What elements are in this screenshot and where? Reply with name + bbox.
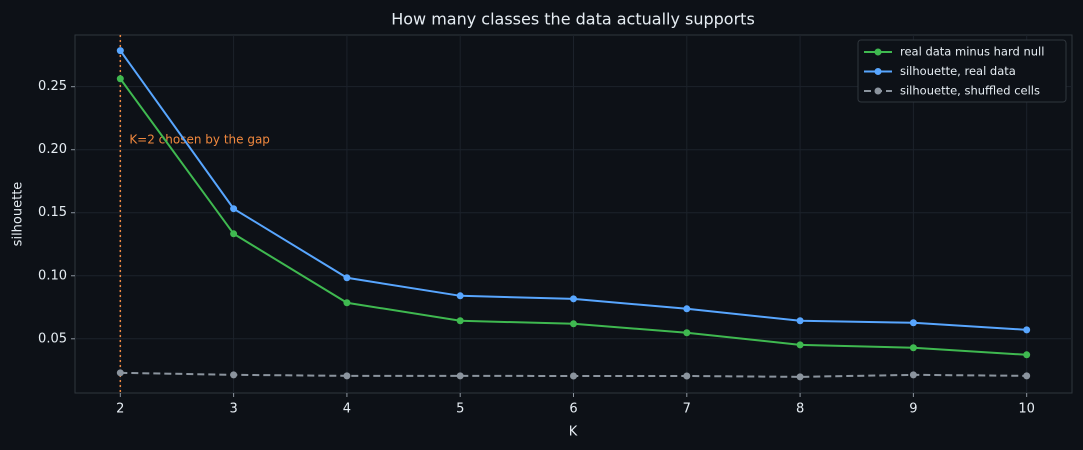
point [456, 292, 464, 300]
y-tick-label: 0.15 [38, 205, 67, 220]
point [230, 205, 238, 213]
legend-label: silhouette, real data [900, 64, 1016, 78]
point [116, 47, 124, 55]
point [230, 230, 238, 238]
legend-marker [874, 68, 882, 75]
point [570, 295, 577, 303]
point [796, 317, 804, 325]
point [116, 75, 124, 83]
legend-marker [874, 87, 882, 95]
x-tick-label: 2 [116, 402, 124, 417]
point [343, 299, 351, 307]
point [909, 319, 917, 327]
x-tick-label: 7 [683, 402, 691, 417]
y-tick-label: 0.25 [38, 79, 67, 94]
chart-title: How many classes the data actually suppo… [391, 10, 755, 29]
x-tick-label: 4 [343, 402, 351, 417]
y-tick-label: 0.05 [38, 331, 67, 346]
point [909, 344, 917, 352]
legend-label: silhouette, shuffled cells [900, 84, 1040, 98]
point [1023, 351, 1031, 359]
x-tick-label: 8 [796, 402, 804, 417]
point [683, 305, 691, 313]
point [230, 371, 238, 379]
y-axis-label: silhouette [11, 182, 26, 247]
annotation-text: K=2 chosen by the gap [129, 133, 270, 147]
point [683, 329, 691, 337]
legend-marker [874, 48, 882, 56]
y-tick-label: 0.10 [38, 268, 67, 283]
legend-label: real data minus hard null [900, 45, 1044, 59]
point [116, 369, 124, 377]
x-tick-label: 6 [569, 402, 577, 417]
y-tick-label: 0.20 [38, 142, 67, 157]
point [1023, 372, 1031, 380]
point [909, 371, 917, 379]
legend-box [857, 39, 1067, 103]
point [683, 372, 691, 380]
point [456, 372, 464, 380]
point [343, 274, 351, 282]
point [796, 373, 804, 381]
point [570, 320, 577, 328]
x-axis-label: K [569, 425, 578, 440]
x-tick-label: 3 [229, 402, 237, 417]
point [343, 372, 351, 380]
x-tick-label: 5 [456, 402, 464, 417]
point [456, 317, 464, 325]
point [570, 372, 577, 380]
x-tick-label: 9 [909, 402, 917, 417]
point [796, 341, 804, 349]
point [1023, 326, 1031, 334]
x-tick-label: 10 [1018, 402, 1035, 417]
